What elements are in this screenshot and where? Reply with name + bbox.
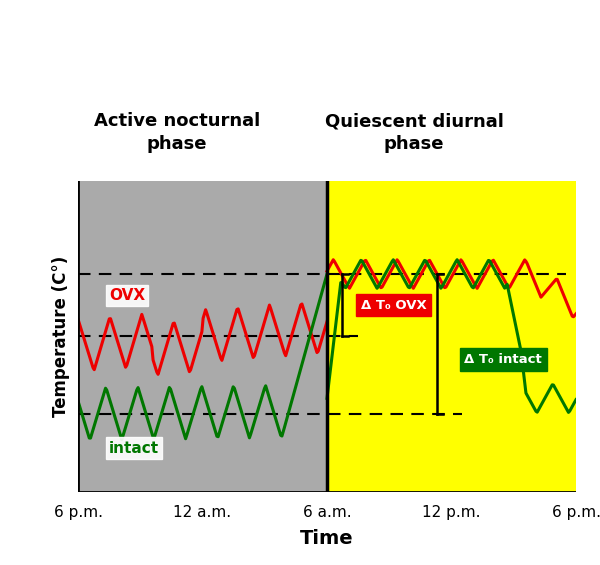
Y-axis label: Temperature (C°): Temperature (C°) <box>52 255 70 417</box>
Text: Δ T₀ intact: Δ T₀ intact <box>464 353 542 366</box>
Text: Quiescent diurnal
phase: Quiescent diurnal phase <box>325 112 503 153</box>
Bar <box>327 181 576 492</box>
Text: Active nocturnal
phase: Active nocturnal phase <box>94 112 260 153</box>
Text: intact: intact <box>109 441 159 455</box>
Text: Δ T₀ OVX: Δ T₀ OVX <box>361 298 426 312</box>
Text: OVX: OVX <box>109 288 145 303</box>
Text: Time: Time <box>300 529 354 548</box>
Bar <box>78 181 327 492</box>
